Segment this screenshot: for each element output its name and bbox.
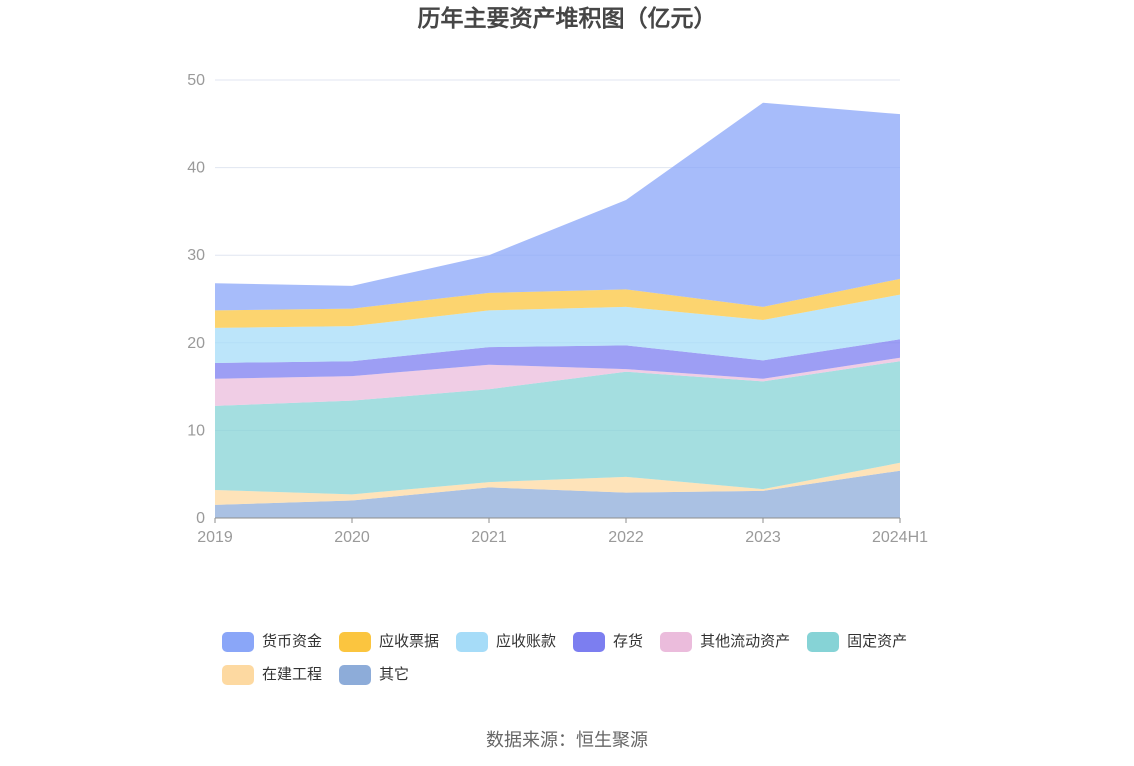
area-other-current-assets[interactable] <box>215 357 900 406</box>
area-accounts-receivable[interactable] <box>215 294 900 363</box>
data-point-notes-receivable[interactable] <box>348 305 356 313</box>
data-point-accounts-receivable[interactable] <box>211 324 219 332</box>
area-construction-in-progress[interactable] <box>215 462 900 505</box>
data-point-accounts-receivable[interactable] <box>348 322 356 330</box>
data-point-cash[interactable] <box>485 251 493 259</box>
y-tick-label: 0 <box>196 510 205 527</box>
data-point-inventory[interactable] <box>759 356 767 364</box>
data-point-other-current-assets[interactable] <box>759 375 767 383</box>
stacked-area-chart: 0 10 20 30 40 50 2019 2020 2021 2022 2023 2024H1 <box>187 72 928 546</box>
area-notes-receivable[interactable] <box>215 278 900 328</box>
data-point-cash[interactable] <box>759 99 767 107</box>
x-tick-label: 2024H1 <box>872 529 928 546</box>
legend-swatch <box>660 632 693 652</box>
data-point-construction-in-progress[interactable] <box>348 490 356 498</box>
area-series-group <box>215 102 900 518</box>
data-point-construction-in-progress[interactable] <box>622 473 630 481</box>
legend-label: 固定资产 <box>847 633 908 650</box>
data-point-other-current-assets[interactable] <box>211 375 219 383</box>
data-point-inventory[interactable] <box>348 357 356 365</box>
data-point-notes-receivable[interactable] <box>896 275 904 283</box>
data-point-construction-in-progress[interactable] <box>896 459 904 467</box>
data-point-accounts-receivable[interactable] <box>896 291 904 299</box>
x-tick-label: 2019 <box>197 529 233 546</box>
x-tick-label: 2020 <box>334 529 370 546</box>
legend-swatch <box>222 632 254 652</box>
area-inventory[interactable] <box>215 339 900 379</box>
data-point-other[interactable] <box>211 501 219 509</box>
legend-label: 应收票据 <box>379 633 440 650</box>
y-tick-label: 30 <box>187 247 205 264</box>
legend-item-inventory[interactable]: 存货 <box>573 632 643 652</box>
data-point-other-current-assets[interactable] <box>348 372 356 380</box>
data-point-accounts-receivable[interactable] <box>759 316 767 324</box>
data-point-other-current-assets[interactable] <box>896 354 904 362</box>
data-point-accounts-receivable[interactable] <box>485 306 493 314</box>
chart-legend: 货币资金 应收票据 应收账款 存货 其他流动资产 固定资产 在建工程 其它 <box>222 632 942 685</box>
data-point-fixed-assets[interactable] <box>348 397 356 405</box>
x-axis-ticks <box>214 518 901 523</box>
data-point-other[interactable] <box>622 489 630 497</box>
y-tick-label: 40 <box>187 160 205 177</box>
data-point-notes-receivable[interactable] <box>211 306 219 314</box>
data-point-notes-receivable[interactable] <box>759 303 767 311</box>
data-point-other-current-assets[interactable] <box>485 361 493 369</box>
x-tick-label: 2022 <box>608 529 644 546</box>
legend-swatch <box>807 632 840 652</box>
area-other[interactable] <box>215 470 900 518</box>
data-point-cash[interactable] <box>211 279 219 287</box>
data-point-fixed-assets[interactable] <box>485 385 493 393</box>
data-point-cash[interactable] <box>622 196 630 204</box>
legend-item-notes-receivable[interactable]: 应收票据 <box>339 632 439 652</box>
data-point-fixed-assets[interactable] <box>211 402 219 410</box>
data-point-construction-in-progress[interactable] <box>485 478 493 486</box>
legend-label: 其它 <box>379 666 410 683</box>
area-cash[interactable] <box>215 102 900 311</box>
legend-item-fixed-assets[interactable]: 固定资产 <box>807 632 907 652</box>
data-point-notes-receivable[interactable] <box>485 289 493 297</box>
legend-label: 货币资金 <box>262 633 323 650</box>
legend-label: 应收账款 <box>496 633 557 650</box>
legend-label: 在建工程 <box>262 666 323 683</box>
data-point-inventory[interactable] <box>211 359 219 367</box>
y-tick-label: 10 <box>187 422 205 439</box>
legend-item-other[interactable]: 其它 <box>339 665 409 685</box>
legend-label: 其他流动资产 <box>700 633 791 650</box>
data-point-cash[interactable] <box>348 282 356 290</box>
chart-title: 历年主要资产堆积图（亿元） <box>417 5 717 31</box>
data-point-inventory[interactable] <box>896 335 904 343</box>
legend-item-cash[interactable]: 货币资金 <box>222 632 322 652</box>
data-point-other-current-assets[interactable] <box>622 365 630 373</box>
y-axis-labels: 0 10 20 30 40 50 <box>187 72 205 527</box>
x-axis-labels: 2019 2020 2021 2022 2023 2024H1 <box>197 529 928 546</box>
y-tick-label: 20 <box>187 335 205 352</box>
data-point-inventory[interactable] <box>622 341 630 349</box>
legend-swatch <box>339 665 372 685</box>
data-point-inventory[interactable] <box>485 343 493 351</box>
legend-swatch <box>456 632 489 652</box>
data-point-accounts-receivable[interactable] <box>622 303 630 311</box>
data-point-cash[interactable] <box>896 110 904 118</box>
x-tick-label: 2021 <box>471 529 507 546</box>
legend-swatch <box>573 632 606 652</box>
data-point-construction-in-progress[interactable] <box>759 485 767 493</box>
data-point-other[interactable] <box>896 467 904 475</box>
legend-item-other-current-assets[interactable]: 其他流动资产 <box>660 632 790 652</box>
legend-swatch <box>339 632 372 652</box>
data-point-notes-receivable[interactable] <box>622 285 630 293</box>
legend-swatch <box>222 665 254 685</box>
area-fixed-assets[interactable] <box>215 361 900 495</box>
data-point-construction-in-progress[interactable] <box>211 486 219 494</box>
legend-item-construction-in-progress[interactable]: 在建工程 <box>222 665 322 685</box>
x-tick-label: 2023 <box>745 529 781 546</box>
legend-item-accounts-receivable[interactable]: 应收账款 <box>456 632 556 652</box>
data-source: 数据来源：恒生聚源 <box>486 730 648 750</box>
y-tick-label: 50 <box>187 72 205 89</box>
legend-label: 存货 <box>613 633 644 650</box>
